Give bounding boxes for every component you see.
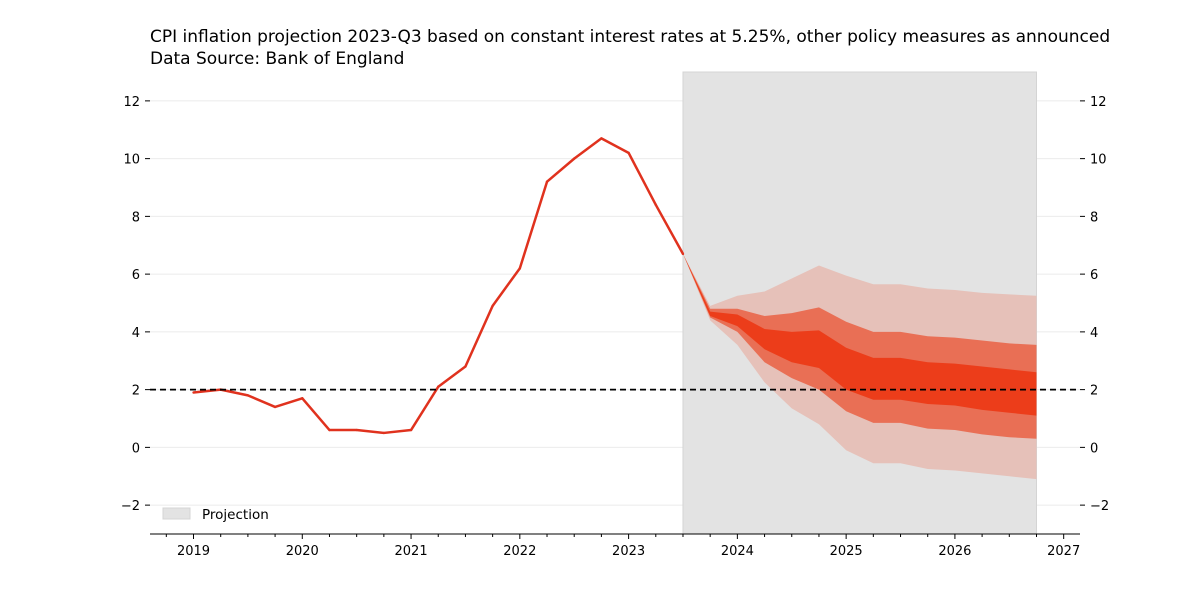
x-tick-label: 2020 bbox=[286, 544, 319, 559]
series-point bbox=[654, 203, 657, 207]
y-tick-label-right: 12 bbox=[1090, 95, 1107, 110]
series-point bbox=[409, 428, 413, 432]
y-tick-label-right: −2 bbox=[1090, 499, 1109, 514]
series-point bbox=[518, 267, 522, 270]
series-point bbox=[573, 157, 576, 160]
chart-subtitle: Data Source: Bank of England bbox=[150, 49, 405, 69]
y-tick-label-left: 0 bbox=[132, 441, 140, 456]
series-point bbox=[464, 365, 467, 368]
series-point bbox=[491, 304, 494, 308]
x-tick-label: 2027 bbox=[1047, 544, 1080, 559]
x-tick-label: 2025 bbox=[830, 544, 863, 559]
y-tick-label-left: 10 bbox=[123, 153, 140, 168]
y-tick-label-right: 10 bbox=[1090, 153, 1107, 168]
series-point bbox=[246, 394, 250, 397]
y-tick-label-left: 2 bbox=[132, 384, 140, 399]
y-tick-label-right: 6 bbox=[1090, 268, 1098, 283]
x-tick-label: 2021 bbox=[395, 544, 428, 559]
series-point bbox=[545, 180, 549, 183]
y-tick-label-right: 0 bbox=[1090, 441, 1098, 456]
series-point bbox=[600, 137, 603, 140]
series-point bbox=[328, 428, 331, 432]
axes: 2019 2020 2021 2022 2023 2024 2025 2026 2027−2 −2… bbox=[121, 95, 1109, 559]
x-tick-label: 2026 bbox=[938, 544, 971, 559]
y-tick-label-left: 12 bbox=[123, 95, 140, 110]
legend: Projection bbox=[162, 507, 269, 523]
series-point bbox=[355, 428, 358, 432]
series-point bbox=[681, 252, 685, 256]
x-tick-label: 2023 bbox=[612, 544, 645, 559]
series-point bbox=[301, 397, 304, 400]
chart-title: CPI inflation projection 2023-Q3 based o… bbox=[150, 27, 1111, 47]
cpi-series bbox=[192, 137, 685, 435]
series-point bbox=[382, 431, 386, 435]
legend-label-projection: Projection bbox=[202, 507, 269, 523]
x-tick-label: 2024 bbox=[721, 544, 754, 559]
y-tick-label-left: −2 bbox=[121, 499, 140, 514]
series-line-0 bbox=[193, 137, 685, 435]
series-point bbox=[627, 151, 630, 155]
fan-band-inner bbox=[682, 253, 1037, 416]
fan-bands bbox=[682, 253, 1037, 480]
y-tick-label-left: 8 bbox=[132, 210, 140, 225]
legend-swatch-projection bbox=[162, 507, 191, 520]
series-point bbox=[273, 405, 277, 409]
y-tick-label-left: 6 bbox=[132, 268, 140, 283]
series-point bbox=[192, 391, 195, 394]
series-point bbox=[437, 385, 440, 388]
y-tick-label-right: 2 bbox=[1090, 384, 1098, 399]
y-tick-label-left: 4 bbox=[132, 326, 140, 341]
y-tick-label-right: 4 bbox=[1090, 326, 1098, 341]
y-tick-label-right: 8 bbox=[1090, 210, 1098, 225]
x-tick-label: 2022 bbox=[503, 544, 536, 559]
x-tick-label: 2019 bbox=[177, 544, 210, 559]
